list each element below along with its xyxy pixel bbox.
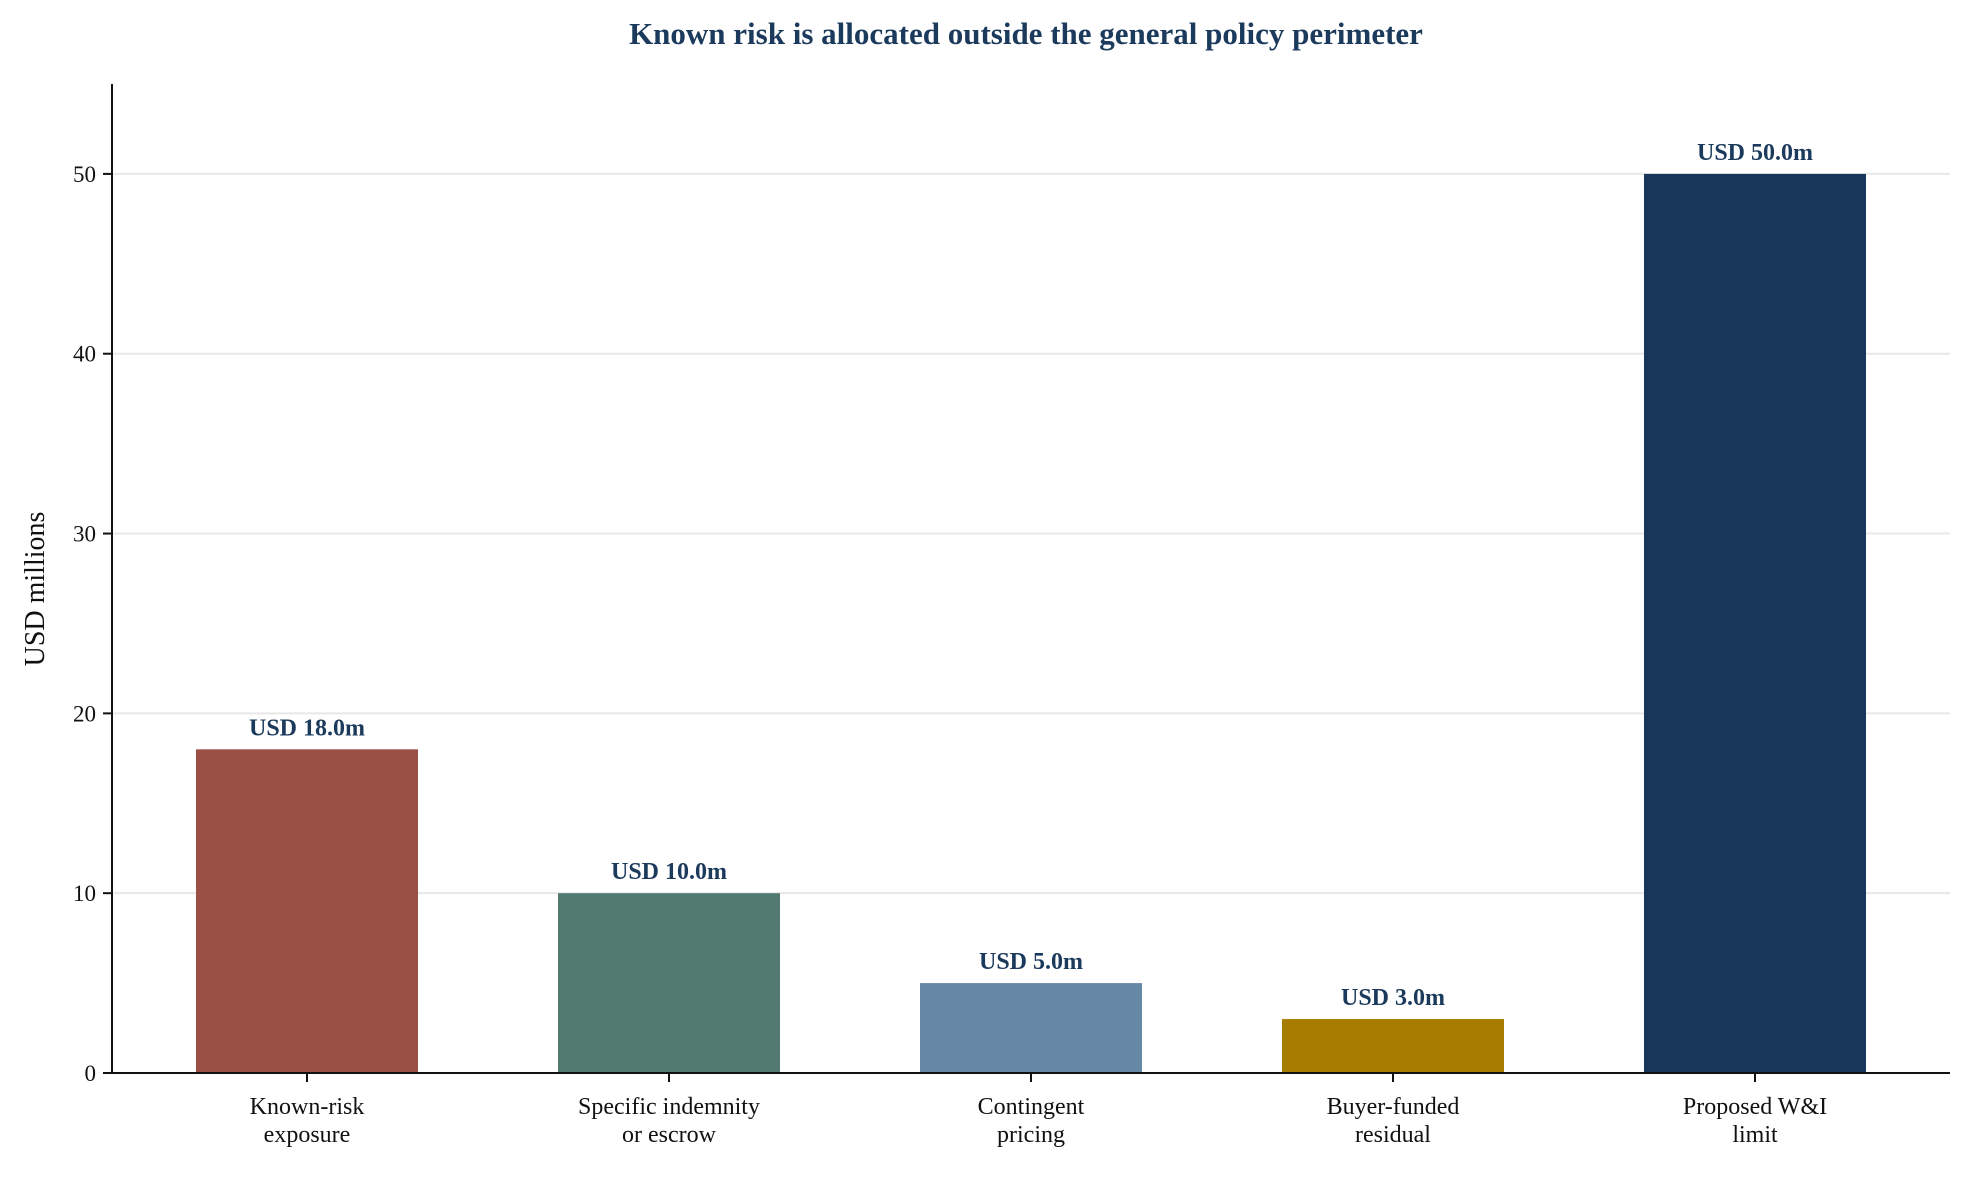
bar-2 [920,983,1142,1073]
chart-title: Known risk is allocated outside the gene… [629,16,1423,51]
bar-4 [1644,173,1866,1074]
x-tick-label: pricing [997,1122,1065,1148]
y-tick-label: 30 [73,522,96,547]
x-tick-label: Proposed W&I [1683,1094,1827,1120]
x-tick-label: or escrow [622,1122,717,1148]
y-tick-label: 0 [85,1061,97,1086]
y-axis-label: USD millions [20,512,51,667]
data-labels: USD 18.0m USD 10.0m USD 5.0m USD 3.0m USD 50… [249,140,1813,1011]
y-tick-label: 40 [73,342,96,367]
bar-0 [196,749,418,1073]
data-label: USD 18.0m [249,715,365,741]
x-tick-label: Buyer-funded [1327,1094,1460,1120]
x-tick-label: residual [1355,1122,1431,1148]
bar-1 [558,893,780,1073]
x-tick-label: Contingent [978,1094,1085,1120]
x-tick-label: limit [1732,1122,1778,1148]
data-label: USD 5.0m [979,949,1083,975]
y-tick-label: 20 [73,701,96,726]
data-label: USD 3.0m [1341,985,1445,1011]
y-tick-label: 10 [73,881,96,906]
x-tick-label: Specific indemnity [578,1094,760,1120]
data-label: USD 10.0m [611,859,727,885]
y-tick-label: 50 [73,162,96,187]
gridlines [112,172,1950,895]
data-label: USD 50.0m [1697,140,1813,166]
x-tick-label: exposure [264,1122,351,1148]
x-tick-label: Known-risk [250,1094,365,1120]
bars [196,173,1866,1074]
bar-3 [1282,1019,1504,1073]
